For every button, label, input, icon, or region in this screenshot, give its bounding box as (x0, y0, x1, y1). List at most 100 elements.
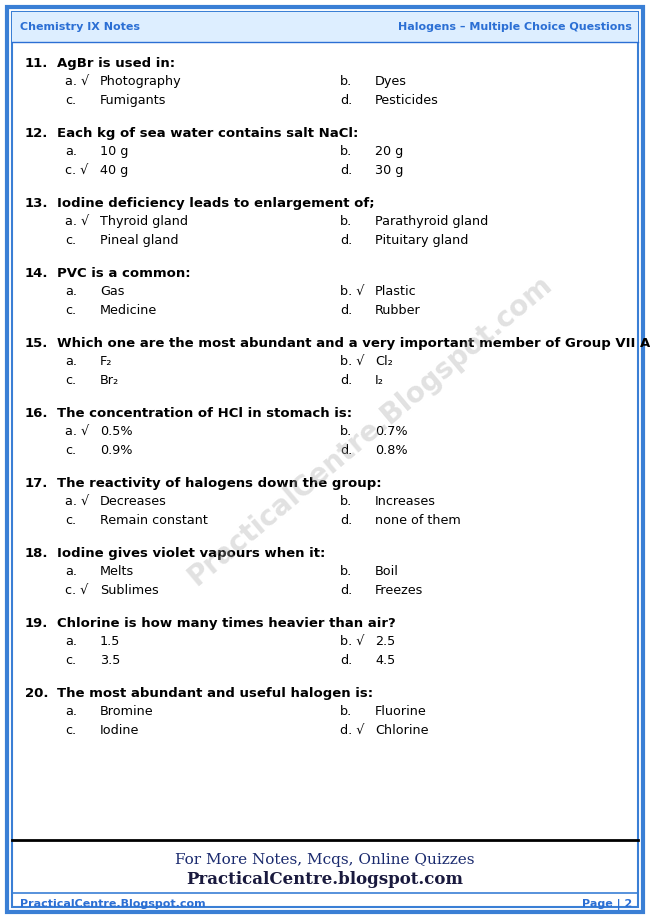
Text: a.: a. (65, 635, 77, 648)
Text: d.: d. (340, 374, 352, 387)
Text: c.: c. (65, 304, 76, 317)
Text: The most abundant and useful halogen is:: The most abundant and useful halogen is: (57, 687, 373, 700)
Text: c. √: c. √ (65, 584, 88, 597)
Text: a. √: a. √ (65, 75, 89, 88)
Text: Medicine: Medicine (100, 304, 157, 317)
Text: Rubber: Rubber (375, 304, 421, 317)
Text: Bromine: Bromine (100, 705, 153, 718)
Text: a.: a. (65, 565, 77, 578)
Text: b. √: b. √ (340, 635, 365, 648)
Text: The reactivity of halogens down the group:: The reactivity of halogens down the grou… (57, 477, 382, 490)
Text: b. √: b. √ (340, 355, 365, 368)
Text: Plastic: Plastic (375, 285, 417, 298)
Text: Fumigants: Fumigants (100, 94, 166, 107)
Text: c.: c. (65, 234, 76, 247)
FancyBboxPatch shape (12, 12, 638, 42)
Text: Gas: Gas (100, 285, 125, 298)
Text: c.: c. (65, 654, 76, 667)
Text: a.: a. (65, 705, 77, 718)
Text: Melts: Melts (100, 565, 135, 578)
Text: Fluorine: Fluorine (375, 705, 427, 718)
Text: d.: d. (340, 584, 352, 597)
Text: d.: d. (340, 304, 352, 317)
Text: Pineal gland: Pineal gland (100, 234, 179, 247)
Text: Sublimes: Sublimes (100, 584, 159, 597)
Text: b.: b. (340, 705, 352, 718)
Text: Dyes: Dyes (375, 75, 407, 88)
Text: PracticalCentre.Blogspot.com: PracticalCentre.Blogspot.com (20, 899, 205, 909)
Text: 18.: 18. (25, 547, 49, 560)
Text: d.: d. (340, 164, 352, 177)
Text: b.: b. (340, 75, 352, 88)
Text: Iodine deficiency leads to enlargement of;: Iodine deficiency leads to enlargement o… (57, 197, 374, 210)
Text: Br₂: Br₂ (100, 374, 119, 387)
Text: Thyroid gland: Thyroid gland (100, 215, 188, 228)
Text: Parathyroid gland: Parathyroid gland (375, 215, 488, 228)
Text: a.: a. (65, 285, 77, 298)
Text: 30 g: 30 g (375, 164, 404, 177)
Text: a.: a. (65, 145, 77, 158)
Text: Iodine gives violet vapours when it:: Iodine gives violet vapours when it: (57, 547, 326, 560)
Text: b.: b. (340, 565, 352, 578)
Text: 12.: 12. (25, 127, 48, 140)
Text: Freezes: Freezes (375, 584, 423, 597)
Text: 15.: 15. (25, 337, 48, 350)
Text: c.: c. (65, 374, 76, 387)
Text: 10 g: 10 g (100, 145, 129, 158)
Text: 0.5%: 0.5% (100, 425, 133, 438)
Text: c.: c. (65, 94, 76, 107)
Text: b.: b. (340, 425, 352, 438)
FancyBboxPatch shape (12, 12, 638, 907)
Text: AgBr is used in:: AgBr is used in: (57, 57, 175, 70)
Text: a. √: a. √ (65, 495, 89, 508)
Text: 4.5: 4.5 (375, 654, 395, 667)
Text: I₂: I₂ (375, 374, 384, 387)
Text: Chemistry IX Notes: Chemistry IX Notes (20, 22, 140, 32)
Text: 3.5: 3.5 (100, 654, 120, 667)
Text: a. √: a. √ (65, 215, 89, 228)
Text: c.: c. (65, 514, 76, 527)
Text: Page | 2: Page | 2 (582, 899, 632, 910)
Text: c. √: c. √ (65, 164, 88, 177)
Text: Photography: Photography (100, 75, 181, 88)
Text: Which one are the most abundant and a very important member of Group VII A.?: Which one are the most abundant and a ve… (57, 337, 650, 350)
Text: c.: c. (65, 444, 76, 457)
Text: 11.: 11. (25, 57, 48, 70)
Text: F₂: F₂ (100, 355, 112, 368)
Text: 17.: 17. (25, 477, 48, 490)
Text: Halogens – Multiple Choice Questions: Halogens – Multiple Choice Questions (398, 22, 632, 32)
FancyBboxPatch shape (7, 7, 643, 912)
Text: d. √: d. √ (340, 724, 365, 737)
Text: 20 g: 20 g (375, 145, 403, 158)
Text: 0.8%: 0.8% (375, 444, 408, 457)
Text: d.: d. (340, 654, 352, 667)
Text: Iodine: Iodine (100, 724, 139, 737)
Text: 19.: 19. (25, 617, 48, 630)
Text: Increases: Increases (375, 495, 436, 508)
Text: b.: b. (340, 145, 352, 158)
Text: Each kg of sea water contains salt NaCl:: Each kg of sea water contains salt NaCl: (57, 127, 358, 140)
Text: 14.: 14. (25, 267, 49, 280)
Text: 2.5: 2.5 (375, 635, 395, 648)
Text: Chlorine is how many times heavier than air?: Chlorine is how many times heavier than … (57, 617, 396, 630)
Text: Cl₂: Cl₂ (375, 355, 393, 368)
Text: d.: d. (340, 94, 352, 107)
Text: 13.: 13. (25, 197, 49, 210)
Text: d.: d. (340, 234, 352, 247)
Text: Remain constant: Remain constant (100, 514, 208, 527)
Text: 16.: 16. (25, 407, 49, 420)
Text: Chlorine: Chlorine (375, 724, 428, 737)
Text: Decreases: Decreases (100, 495, 167, 508)
Text: 1.5: 1.5 (100, 635, 120, 648)
Text: b.: b. (340, 495, 352, 508)
Text: Pesticides: Pesticides (375, 94, 439, 107)
Text: 20.: 20. (25, 687, 49, 700)
Text: a. √: a. √ (65, 425, 89, 438)
Text: PracticalCentre.blogspot.com: PracticalCentre.blogspot.com (187, 871, 463, 889)
Text: none of them: none of them (375, 514, 461, 527)
Text: For More Notes, Mcqs, Online Quizzes: For More Notes, Mcqs, Online Quizzes (176, 853, 474, 867)
Text: PVC is a common:: PVC is a common: (57, 267, 190, 280)
Text: 40 g: 40 g (100, 164, 128, 177)
Text: b. √: b. √ (340, 285, 365, 298)
Text: PracticalCentre.Blogspot.com: PracticalCentre.Blogspot.com (183, 269, 558, 591)
